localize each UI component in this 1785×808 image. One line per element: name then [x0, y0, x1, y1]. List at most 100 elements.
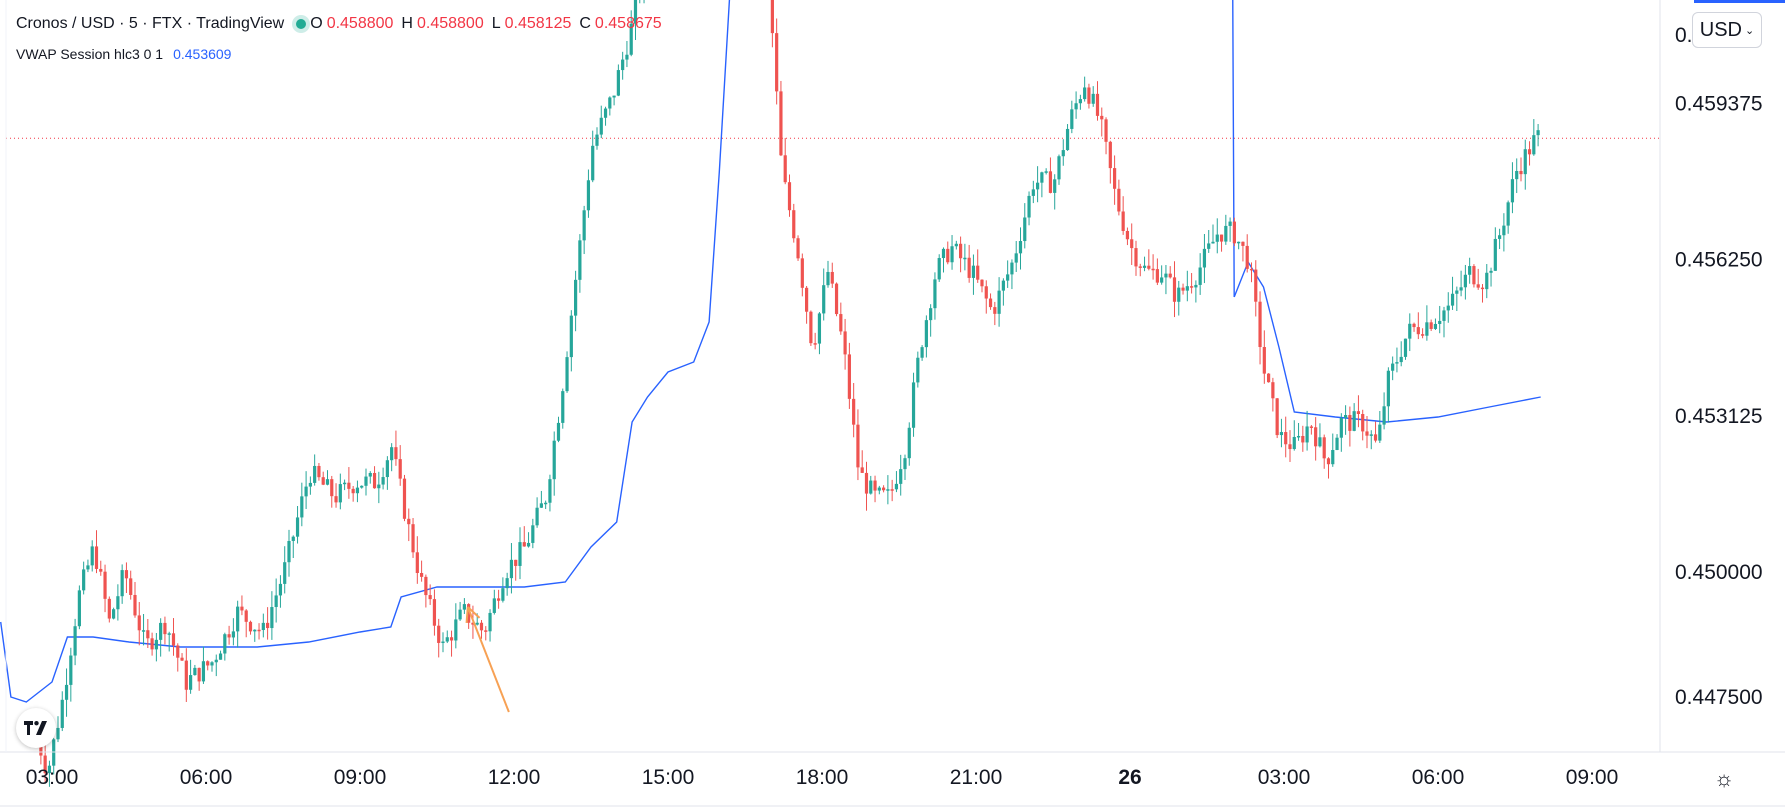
candle-body — [1309, 426, 1313, 428]
candle-body — [890, 489, 894, 491]
candle-body — [582, 210, 586, 241]
candle-body — [137, 615, 141, 631]
candle-body — [497, 598, 501, 601]
candle-body — [471, 622, 475, 625]
indicator-label[interactable]: VWAP Session hlc3 0 1 — [16, 46, 164, 62]
candle-body — [984, 286, 988, 299]
candle-body — [321, 477, 325, 485]
candle-body — [261, 622, 265, 631]
candle-body — [343, 482, 347, 485]
candle-body — [248, 621, 253, 632]
candle-body — [1446, 305, 1450, 311]
candle-body — [150, 638, 154, 650]
price-tick-label: 0.459375 — [1675, 92, 1763, 115]
candle-body — [535, 507, 539, 526]
candle-body — [1258, 301, 1262, 348]
candle-body — [561, 391, 565, 423]
candle-body — [809, 311, 813, 344]
candle-body — [193, 667, 197, 676]
candle-body — [1536, 130, 1540, 136]
candle-body — [1061, 150, 1065, 157]
candle-body — [578, 240, 582, 280]
candle-body — [800, 258, 804, 288]
candle-body — [1498, 235, 1502, 239]
price-tick-label: 0.453125 — [1675, 405, 1763, 428]
candle-body — [556, 422, 561, 441]
candle-body — [253, 629, 257, 632]
candle-body — [1070, 109, 1074, 129]
candle-body — [1442, 310, 1446, 321]
candle-body — [501, 588, 505, 601]
candle-body — [1395, 362, 1399, 364]
candle-body — [458, 609, 462, 620]
candle-body — [1292, 437, 1296, 450]
candle-body — [988, 298, 993, 308]
candle-body — [1421, 334, 1425, 336]
candle-body — [334, 496, 338, 503]
candle-body — [1113, 168, 1117, 189]
candle-body — [522, 542, 526, 547]
candle-body — [1425, 322, 1429, 336]
candle-body — [94, 546, 99, 569]
candle-body — [1100, 115, 1104, 120]
candle-body — [445, 637, 449, 642]
candle-body — [69, 655, 73, 685]
candle-body — [608, 97, 612, 109]
candle-body — [1391, 363, 1395, 371]
candle-body — [813, 343, 817, 345]
candle-body — [997, 290, 1001, 314]
candle-body — [1463, 274, 1467, 288]
candle-body — [1078, 99, 1082, 104]
currency-button[interactable]: USD ⌄ — [1692, 12, 1762, 48]
top-right-accent — [1694, 0, 1785, 3]
candle-body — [1510, 179, 1515, 203]
candle-body — [141, 630, 146, 632]
candle-body — [146, 630, 150, 639]
candle-body — [1331, 449, 1335, 465]
time-tick-label: 06:00 — [1412, 766, 1465, 789]
candle-body — [1318, 437, 1322, 447]
candle-body — [300, 496, 304, 518]
candle-body — [1403, 338, 1408, 357]
annotation-arrow[interactable] — [466, 606, 510, 713]
tradingview-logo-icon[interactable] — [16, 708, 56, 748]
price-tick-label: 0.447500 — [1675, 686, 1763, 709]
candle-body — [133, 594, 137, 616]
candle-body — [171, 633, 176, 646]
candle-body — [916, 357, 920, 383]
candle-body — [1001, 280, 1005, 291]
candle-body — [163, 622, 167, 635]
gear-icon[interactable]: ☼ — [1714, 766, 1735, 791]
candle-body — [1412, 323, 1416, 328]
candle-body — [976, 265, 980, 280]
candle-body — [826, 271, 830, 286]
candle-body — [1476, 284, 1480, 288]
candle-body — [407, 518, 411, 525]
time-tick-label: 15:00 — [642, 766, 695, 789]
candle-body — [980, 279, 984, 287]
candle-body — [1369, 434, 1373, 436]
candle-body — [124, 570, 129, 579]
candle-body — [1429, 322, 1433, 329]
candle-body — [462, 604, 466, 610]
candle-body — [1408, 323, 1412, 339]
candle-body — [886, 489, 890, 491]
candle-body — [633, 0, 638, 24]
symbol-title[interactable]: Cronos / USD · 5 · FTX · TradingView — [16, 15, 285, 32]
candle-body — [223, 634, 227, 654]
candle-body — [877, 487, 881, 491]
candle-body — [201, 661, 206, 682]
candle-body — [1168, 273, 1172, 278]
candle-body — [1386, 370, 1390, 407]
candle-body — [1416, 327, 1420, 335]
candle-body — [1053, 179, 1057, 193]
candle-body — [1224, 225, 1228, 242]
candle-body — [629, 23, 633, 55]
candle-body — [231, 631, 235, 638]
candle-body — [1455, 290, 1459, 294]
candle-body — [1194, 284, 1198, 288]
candle-body — [779, 91, 783, 156]
candle-body — [381, 477, 385, 485]
candle-body — [1382, 406, 1386, 425]
